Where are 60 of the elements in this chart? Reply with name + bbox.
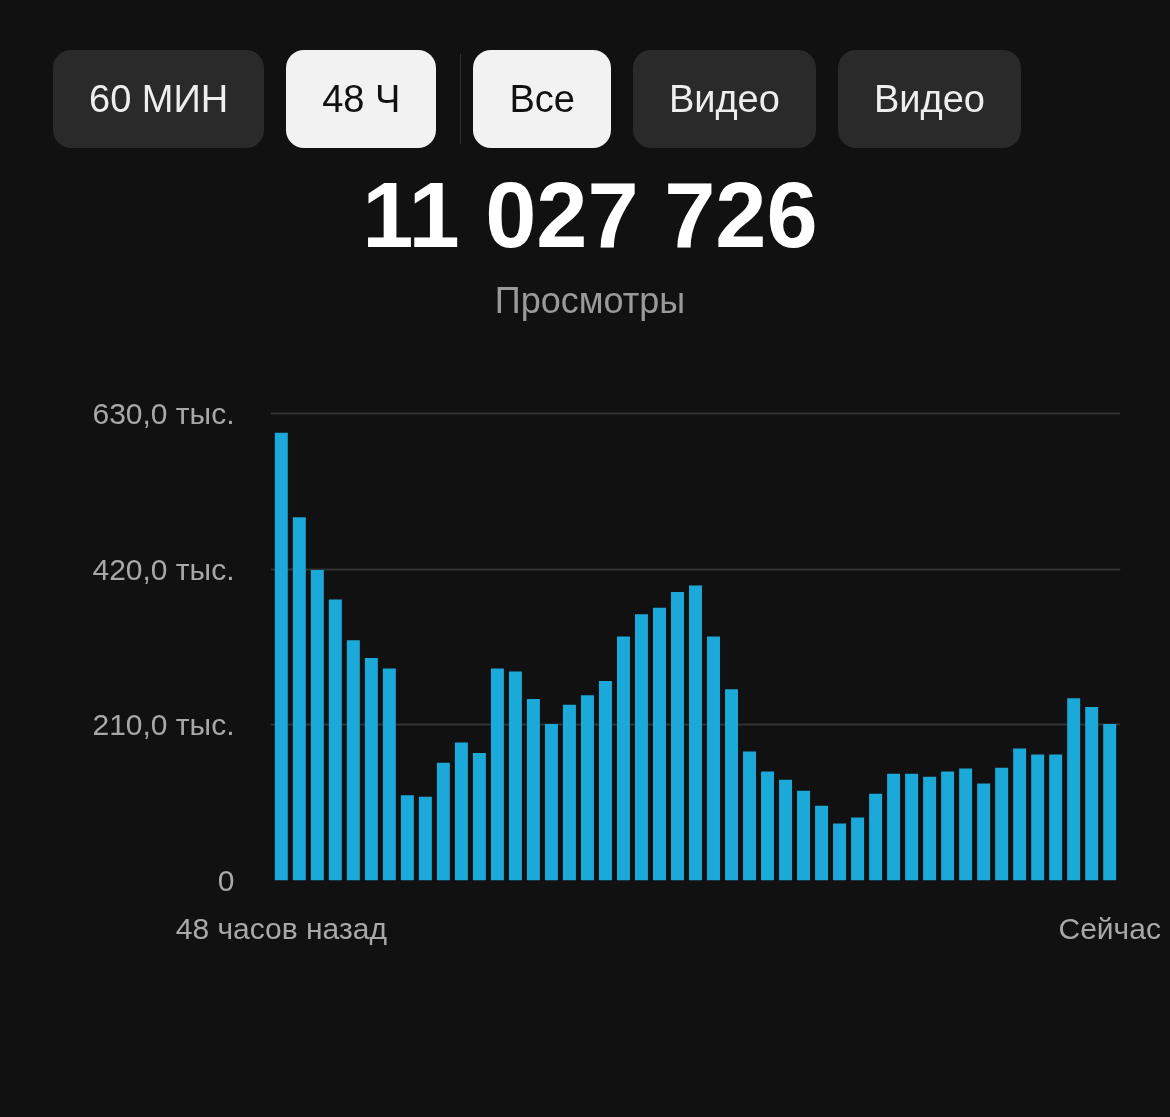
bar xyxy=(977,783,991,881)
bar xyxy=(562,704,576,881)
bar xyxy=(707,636,720,881)
bar xyxy=(1031,754,1045,881)
y-tick-label: 0 xyxy=(217,864,235,897)
bar xyxy=(328,599,342,881)
bar xyxy=(653,607,666,881)
bar xyxy=(869,793,883,881)
bar xyxy=(671,592,684,881)
bar xyxy=(1049,754,1063,881)
bar xyxy=(1085,707,1099,881)
bar xyxy=(851,817,865,881)
bar xyxy=(436,762,450,881)
text: Все xyxy=(473,50,611,149)
x-tick-label: Сейчас xyxy=(1058,911,1161,945)
bar xyxy=(995,767,1009,881)
bar xyxy=(580,695,594,881)
bar xyxy=(364,658,378,881)
bar xyxy=(1013,748,1027,881)
bar xyxy=(382,668,396,881)
bar xyxy=(725,689,738,881)
text: 60 МИН xyxy=(53,50,265,149)
bar xyxy=(598,681,612,881)
bar xyxy=(923,776,937,881)
bar xyxy=(274,432,288,881)
text: Видео xyxy=(632,50,816,149)
bar xyxy=(616,636,630,881)
bar xyxy=(292,517,306,881)
text: 48 Ч xyxy=(286,50,437,149)
bar xyxy=(544,724,558,881)
bar xyxy=(959,768,973,881)
bar xyxy=(1067,698,1081,881)
bar xyxy=(689,585,702,881)
bar xyxy=(418,796,432,881)
chart-subtitle: Просмотры xyxy=(493,279,687,323)
bar xyxy=(779,779,793,881)
bar xyxy=(310,569,324,881)
bar xyxy=(761,771,775,881)
bar xyxy=(887,773,901,881)
bar xyxy=(833,823,847,881)
bar xyxy=(490,668,504,881)
bar xyxy=(346,640,360,881)
x-tick-label: 48 часов назад xyxy=(175,911,387,945)
bar xyxy=(743,751,757,881)
text: Видео xyxy=(837,50,1021,149)
bar xyxy=(941,771,955,881)
bar xyxy=(1103,724,1117,881)
chart-title: 11 027 726 xyxy=(361,164,819,266)
bar xyxy=(400,795,414,881)
y-tick-label: 420,0 тыс. xyxy=(92,552,235,586)
y-tick-label: 630,0 тыс. xyxy=(92,396,235,430)
bar xyxy=(526,698,540,881)
bar xyxy=(905,773,919,881)
y-tick-label: 210,0 тыс. xyxy=(92,708,235,742)
bar xyxy=(797,790,811,881)
bar xyxy=(815,805,829,881)
bar xyxy=(508,671,522,881)
bar xyxy=(454,742,468,881)
bar xyxy=(472,752,486,881)
bar xyxy=(634,614,648,881)
